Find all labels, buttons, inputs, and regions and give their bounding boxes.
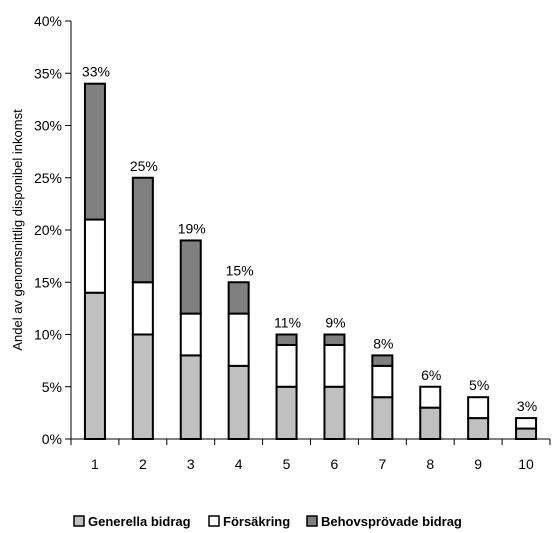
x-tick-label: 7 xyxy=(378,456,386,472)
y-tick-label: 15% xyxy=(34,274,62,290)
x-tick-label: 10 xyxy=(518,456,534,472)
bar-2-cat-8 xyxy=(419,385,442,409)
x-tick-label: 6 xyxy=(331,456,339,472)
bar-3-cat-4 xyxy=(227,281,250,315)
bar-1-cat-2 xyxy=(131,333,154,440)
y-tick-label: 40% xyxy=(34,13,62,29)
y-tick-label: 10% xyxy=(34,327,62,343)
y-tick-label: 30% xyxy=(34,118,62,134)
bar-2-cat-9 xyxy=(467,396,490,420)
bar-1-cat-4 xyxy=(227,364,250,441)
bar-2-cat-6 xyxy=(323,343,346,388)
total-label: 6% xyxy=(421,367,441,383)
legend-swatch-3 xyxy=(306,515,318,527)
y-tick-label: 25% xyxy=(34,170,62,186)
bar-3-cat-5 xyxy=(275,333,298,346)
bar-1-cat-8 xyxy=(419,406,442,440)
bar-2-cat-5 xyxy=(275,343,298,388)
x-tick-label: 8 xyxy=(426,456,434,472)
legend-label-3: Behovsprövade bidrag xyxy=(321,514,462,529)
x-tick-label: 4 xyxy=(235,456,243,472)
total-label: 25% xyxy=(130,158,158,174)
total-label: 3% xyxy=(517,398,537,414)
bar-3-cat-2 xyxy=(131,176,154,284)
total-label: 5% xyxy=(469,377,489,393)
bar-2-cat-7 xyxy=(371,364,394,399)
x-tick-label: 5 xyxy=(283,456,291,472)
x-tick-label: 9 xyxy=(474,456,482,472)
y-tick-label: 35% xyxy=(34,65,62,81)
total-label: 9% xyxy=(325,315,345,331)
total-label: 15% xyxy=(226,262,254,278)
total-label: 11% xyxy=(274,315,301,331)
legend-label-2: Försäkring xyxy=(223,514,290,529)
bar-2-cat-10 xyxy=(515,417,538,430)
bar-1-cat-10 xyxy=(515,427,538,440)
legend-swatch-1 xyxy=(73,515,85,527)
legend-label-1: Generella bidrag xyxy=(88,514,191,529)
legend-swatch-2 xyxy=(208,515,220,527)
x-tick-label: 3 xyxy=(187,456,195,472)
total-label: 8% xyxy=(373,335,393,351)
plot-area: 0% 5% 10% 15% 20% 25% 30% 35% 40% 33% 1 25% 2 19% 3 15%… xyxy=(34,13,551,472)
bar-2-cat-3 xyxy=(179,312,202,357)
bar-1-cat-1 xyxy=(83,291,106,441)
bar-2-cat-1 xyxy=(83,218,106,294)
y-tick-label: 0% xyxy=(42,431,62,447)
x-tick-label: 2 xyxy=(139,456,147,472)
bar-1-cat-5 xyxy=(275,385,298,440)
bar-1-cat-9 xyxy=(467,417,490,441)
y-tick-label: 5% xyxy=(42,379,62,395)
bar-3-cat-3 xyxy=(179,239,202,315)
bar-3-cat-7 xyxy=(371,354,394,367)
total-label: 19% xyxy=(178,220,206,236)
x-tick-label: 1 xyxy=(91,456,99,472)
bar-3-cat-6 xyxy=(323,333,346,346)
total-label: 33% xyxy=(82,64,110,80)
bar-2-cat-4 xyxy=(227,312,250,367)
y-axis-title: Andel av genomsnittlig disponibel inkoms… xyxy=(10,109,25,351)
bar-3-cat-1 xyxy=(83,82,106,221)
bar-1-cat-3 xyxy=(179,354,202,440)
bar-1-cat-6 xyxy=(323,385,346,440)
y-tick-label: 20% xyxy=(34,222,62,238)
bar-1-cat-7 xyxy=(371,396,394,441)
legend: Generella bidrag Försäkring Behovsprövade … xyxy=(73,514,462,529)
bar-2-cat-2 xyxy=(131,281,154,336)
